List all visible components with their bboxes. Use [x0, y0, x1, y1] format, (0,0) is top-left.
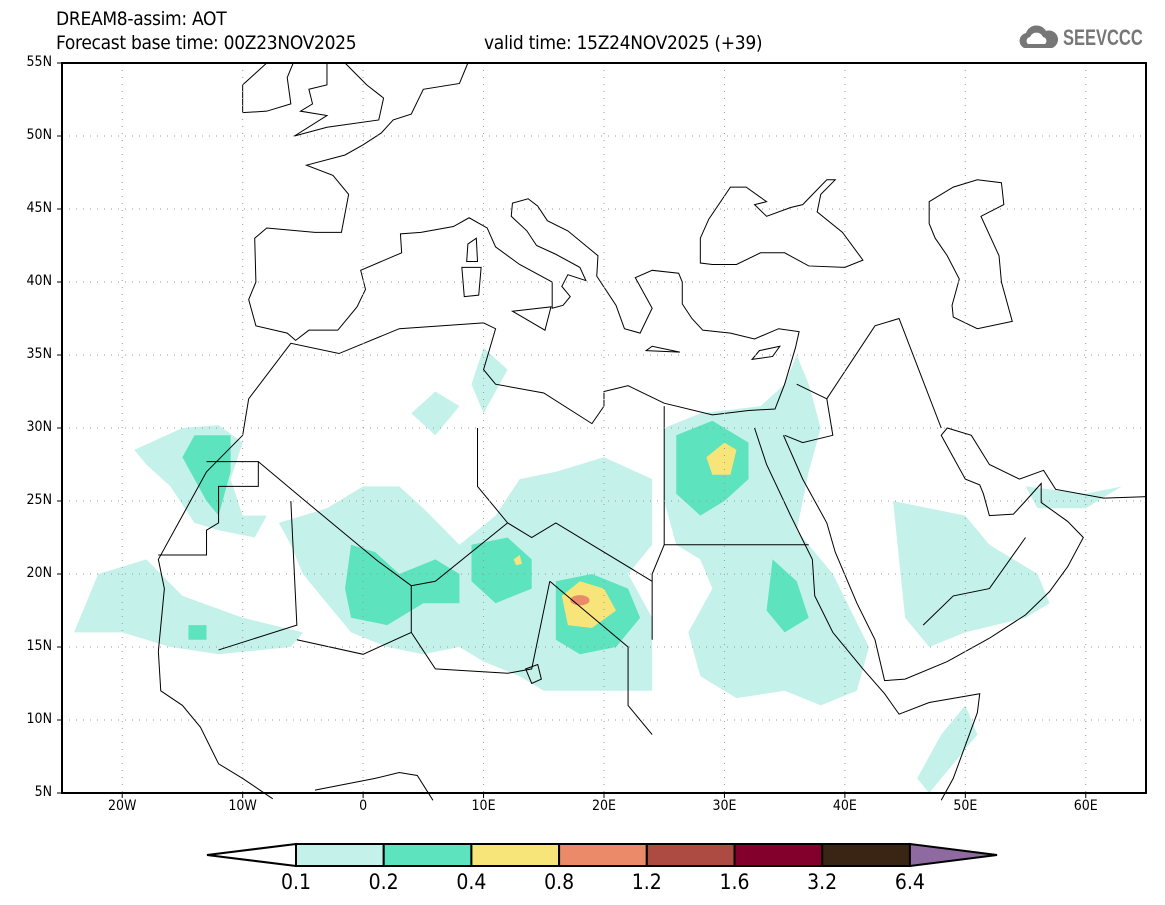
lon-label: 10E [471, 798, 496, 814]
colorbar-label: 0.2 [368, 870, 399, 894]
lat-label: 45N [26, 200, 52, 216]
dust-area [766, 559, 809, 633]
colorbar-label: 0.1 [280, 870, 312, 894]
lon-label: 0 [359, 798, 368, 814]
dust-area [471, 347, 508, 414]
dust-area [561, 581, 617, 629]
cloud-icon [1019, 25, 1059, 48]
borders [158, 319, 1025, 735]
colorbar-swatch [645, 843, 736, 867]
lon-label: 10W [228, 798, 257, 814]
colorbar-swatch [733, 843, 824, 867]
dust-area [664, 355, 869, 706]
dust-area [411, 391, 460, 436]
dust-area [917, 705, 978, 793]
lat-label: 10N [26, 711, 52, 727]
lat-label: 55N [26, 54, 52, 70]
colorbar-swatch [558, 843, 648, 867]
model-title: DREAM8-assim: AOT [56, 8, 227, 30]
colorbar-label: 0.4 [456, 870, 487, 894]
lat-label: 25N [26, 492, 52, 508]
logo-text: SEEVCCC [1063, 25, 1143, 50]
colorbar-label: 0.8 [544, 870, 575, 894]
colorbar-swatch [295, 843, 385, 867]
dust-area [513, 555, 523, 566]
dust-light [74, 347, 1122, 793]
dust-area [345, 544, 460, 626]
dust-area [278, 457, 653, 691]
lon-label: 20W [107, 798, 137, 814]
lat-label: 5N [34, 784, 52, 800]
colorbar-label: 1.6 [719, 870, 750, 894]
colorbar-swatch [470, 843, 561, 867]
dust-area [706, 442, 737, 475]
colorbar-label: 1.2 [631, 870, 662, 894]
colorbar-under-triangle [206, 842, 297, 868]
lon-label: 60E [1073, 798, 1098, 814]
colorbar-swatch [382, 843, 473, 867]
lon-label: 40E [832, 798, 857, 814]
colorbar [206, 842, 998, 868]
seevccc-logo: SEEVCCC [1016, 24, 1165, 52]
dust-area [893, 501, 1050, 647]
dust-high [513, 442, 737, 629]
graticule [62, 63, 1146, 793]
colorbar-swatch [821, 843, 911, 867]
lon-label: 20E [592, 798, 616, 814]
colorbar-over-triangle [908, 842, 998, 868]
dust-area [471, 537, 532, 604]
lon-label: 30E [712, 798, 737, 814]
dust-area [74, 559, 303, 655]
dust-area [188, 625, 207, 640]
colorbar-label: 6.4 [894, 870, 925, 894]
forecast-base-time: Forecast base time: 00Z23NOV2025 [56, 32, 357, 54]
lon-label: 50E [953, 798, 978, 814]
lat-label: 50N [26, 127, 52, 143]
coastlines [158, 63, 1146, 800]
lat-label: 20N [26, 565, 52, 581]
dust-area [1025, 486, 1122, 509]
colorbar-label: 3.2 [807, 870, 838, 894]
valid-time: valid time: 15Z24NOV2025 (+39) [484, 32, 763, 54]
lat-label: 15N [26, 638, 52, 654]
lat-label: 30N [26, 419, 52, 435]
lat-label: 35N [26, 346, 52, 362]
lat-label: 40N [26, 273, 52, 289]
